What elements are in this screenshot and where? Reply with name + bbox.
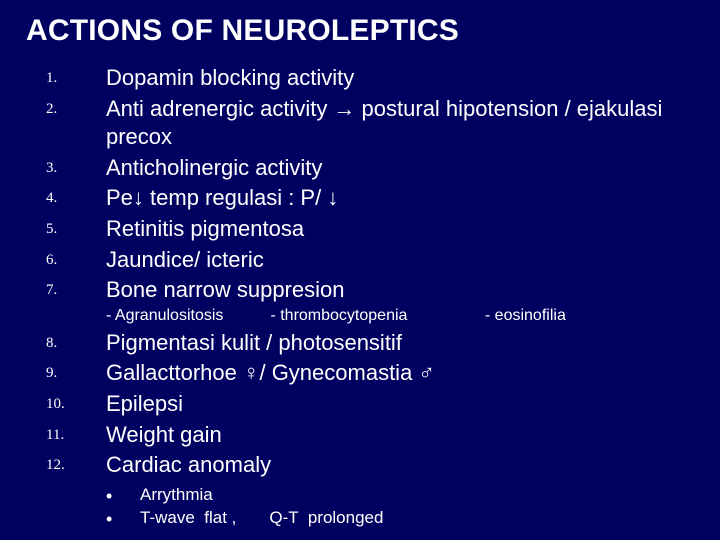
sub-line-7: - Agranulositosis - thrombocytopenia - e… [26, 307, 694, 325]
item-text: Dopamin blocking activity [106, 65, 354, 90]
item-text: Bone narrow suppresion [106, 277, 344, 302]
numbered-list: 1. Dopamin blocking activity 2. Anti adr… [26, 64, 694, 305]
bullet-item: T-wave flat , Q-T prolonged [106, 507, 694, 530]
item-text: Cardiac anomaly [106, 452, 271, 477]
list-item: 11. Weight gain [46, 421, 694, 450]
list-item: 10. Epilepsi [46, 390, 694, 419]
item-text: Retinitis pigmentosa [106, 216, 304, 241]
list-item: 7. Bone narrow suppresion [46, 276, 694, 305]
item-number: 8. [46, 334, 82, 354]
item-text: Pe↓ temp regulasi : P/ ↓ [106, 185, 338, 210]
list-item: 3. Anticholinergic activity [46, 154, 694, 183]
list-item: 5. Retinitis pigmentosa [46, 215, 694, 244]
item-number: 6. [46, 251, 82, 271]
item-number: 3. [46, 159, 82, 179]
list-item: 8. Pigmentasi kulit / photosensitif [46, 329, 694, 358]
numbered-list-cont: 8. Pigmentasi kulit / photosensitif 9. G… [26, 329, 694, 480]
item-number: 7. [46, 281, 82, 301]
item-number: 2. [46, 100, 82, 120]
item-number: 1. [46, 69, 82, 89]
item-text: Epilepsi [106, 391, 183, 416]
list-item: 1. Dopamin blocking activity [46, 64, 694, 93]
item-text: Anti adrenergic activity → postural hipo… [106, 96, 662, 150]
bullet-list-12: Arrythmia T-wave flat , Q-T prolonged [26, 484, 694, 530]
bullet-item: Arrythmia [106, 484, 694, 507]
item-text: Pigmentasi kulit / photosensitif [106, 330, 402, 355]
bullet-text: T-wave flat , Q-T prolonged [140, 508, 383, 527]
item-number: 11. [46, 426, 82, 446]
item-number: 12. [46, 456, 82, 476]
list-item: 4. Pe↓ temp regulasi : P/ ↓ [46, 184, 694, 213]
item-number: 4. [46, 189, 82, 209]
list-item: 9. Gallacttorhoe ♀/ Gynecomastia ♂ [46, 359, 694, 388]
list-item: 12. Cardiac anomaly [46, 451, 694, 480]
list-item: 2. Anti adrenergic activity → postural h… [46, 95, 694, 152]
slide-title: ACTIONS OF NEUROLEPTICS [26, 14, 694, 48]
item-text: Weight gain [106, 422, 222, 447]
item-number: 5. [46, 220, 82, 240]
sub-item: - eosinofilia [485, 307, 566, 325]
list-item: 6. Jaundice/ icteric [46, 246, 694, 275]
item-text: Gallacttorhoe ♀/ Gynecomastia ♂ [106, 360, 435, 385]
sub-item: - Agranulositosis [106, 307, 266, 325]
bullet-text: Arrythmia [140, 485, 213, 504]
sub-item: - thrombocytopenia [270, 307, 480, 325]
item-number: 9. [46, 364, 82, 384]
item-text: Jaundice/ icteric [106, 247, 264, 272]
item-number: 10. [46, 395, 82, 415]
item-text: Anticholinergic activity [106, 155, 322, 180]
slide: ACTIONS OF NEUROLEPTICS 1. Dopamin block… [0, 0, 720, 540]
